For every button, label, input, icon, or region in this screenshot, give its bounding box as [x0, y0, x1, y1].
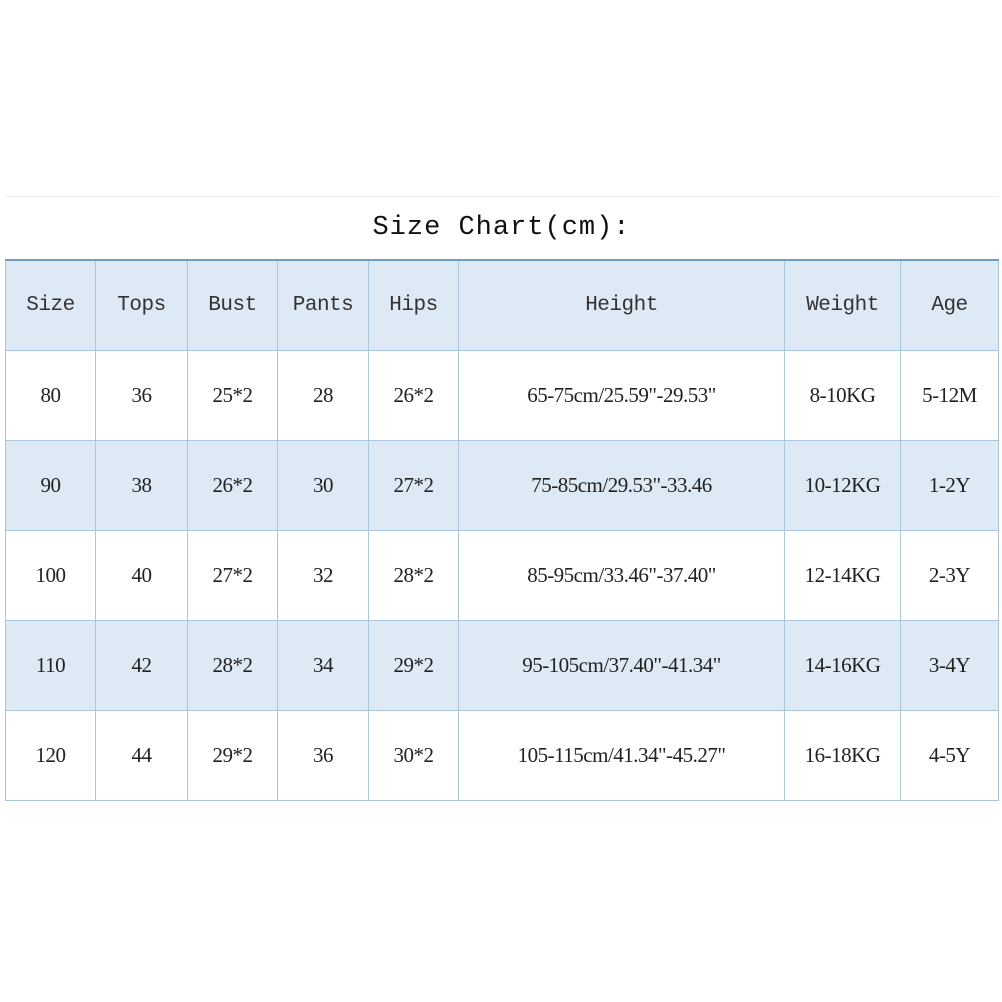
- table-cell: 29*2: [187, 710, 278, 801]
- table-cell: 38: [95, 440, 188, 531]
- table-cell: 100: [5, 530, 96, 621]
- table-cell: 14-16KG: [784, 620, 901, 711]
- table-cell: 27*2: [187, 530, 278, 621]
- table-cell: 5-12M: [900, 350, 999, 441]
- table-cell: 34: [277, 620, 369, 711]
- table-cell: 28*2: [187, 620, 278, 711]
- table-cell: 120: [5, 710, 96, 801]
- table-cell: 80: [5, 350, 96, 441]
- table-cell: 28: [277, 350, 369, 441]
- column-header: Bust: [187, 259, 278, 351]
- table-cell: 10-12KG: [784, 440, 901, 531]
- table-cell: 40: [95, 530, 188, 621]
- table-cell: 85-95cm/33.46"-37.40": [458, 530, 785, 621]
- table-cell: 4-5Y: [900, 710, 999, 801]
- size-table: Size Tops Bust Pants Hips Height Weight Age 80 36…: [5, 259, 999, 801]
- table-cell: 110: [5, 620, 96, 711]
- table-cell: 1-2Y: [900, 440, 999, 531]
- table-cell: 42: [95, 620, 188, 711]
- table-cell: 28*2: [368, 530, 459, 621]
- column-header: Size: [5, 259, 96, 351]
- header-row: Size Tops Bust Pants Hips Height Weight Age: [5, 259, 999, 351]
- table-cell: 26*2: [368, 350, 459, 441]
- table-cell: 32: [277, 530, 369, 621]
- table-cell: 3-4Y: [900, 620, 999, 711]
- table-cell: 8-10KG: [784, 350, 901, 441]
- table-cell: 12-14KG: [784, 530, 901, 621]
- table-cell: 65-75cm/25.59"-29.53": [458, 350, 785, 441]
- table-cell: 29*2: [368, 620, 459, 711]
- table-row: 80 36 25*2 28 26*2 65-75cm/25.59"-29.53" 8-10K…: [5, 350, 999, 441]
- table-cell: 16-18KG: [784, 710, 901, 801]
- column-header: Pants: [277, 259, 369, 351]
- table-row: 110 42 28*2 34 29*2 95-105cm/37.40"-41.34" 14-…: [5, 620, 999, 711]
- column-header: Height: [458, 259, 785, 351]
- table-cell: 30: [277, 440, 369, 531]
- table-row: 100 40 27*2 32 28*2 85-95cm/33.46"-37.40" 12-1…: [5, 530, 999, 621]
- table-cell: 26*2: [187, 440, 278, 531]
- table-cell: 95-105cm/37.40"-41.34": [458, 620, 785, 711]
- table-cell: 2-3Y: [900, 530, 999, 621]
- column-header: Hips: [368, 259, 459, 351]
- table-cell: 105-115cm/41.34"-45.27": [458, 710, 785, 801]
- chart-title: Size Chart(cm):: [5, 196, 998, 259]
- table-cell: 27*2: [368, 440, 459, 531]
- table-cell: 25*2: [187, 350, 278, 441]
- table-cell: 36: [95, 350, 188, 441]
- table-cell: 75-85cm/29.53"-33.46: [458, 440, 785, 531]
- column-header: Weight: [784, 259, 901, 351]
- table-cell: 90: [5, 440, 96, 531]
- column-header: Age: [900, 259, 999, 351]
- table-cell: 36: [277, 710, 369, 801]
- table-body: Size Tops Bust Pants Hips Height Weight Age 80 36…: [5, 259, 999, 801]
- table-cell: 30*2: [368, 710, 459, 801]
- table-row: 90 38 26*2 30 27*2 75-85cm/29.53"-33.46 10-12K…: [5, 440, 999, 531]
- column-header: Tops: [95, 259, 188, 351]
- table-row: 120 44 29*2 36 30*2 105-115cm/41.34"-45.27" 16…: [5, 710, 999, 801]
- table-cell: 44: [95, 710, 188, 801]
